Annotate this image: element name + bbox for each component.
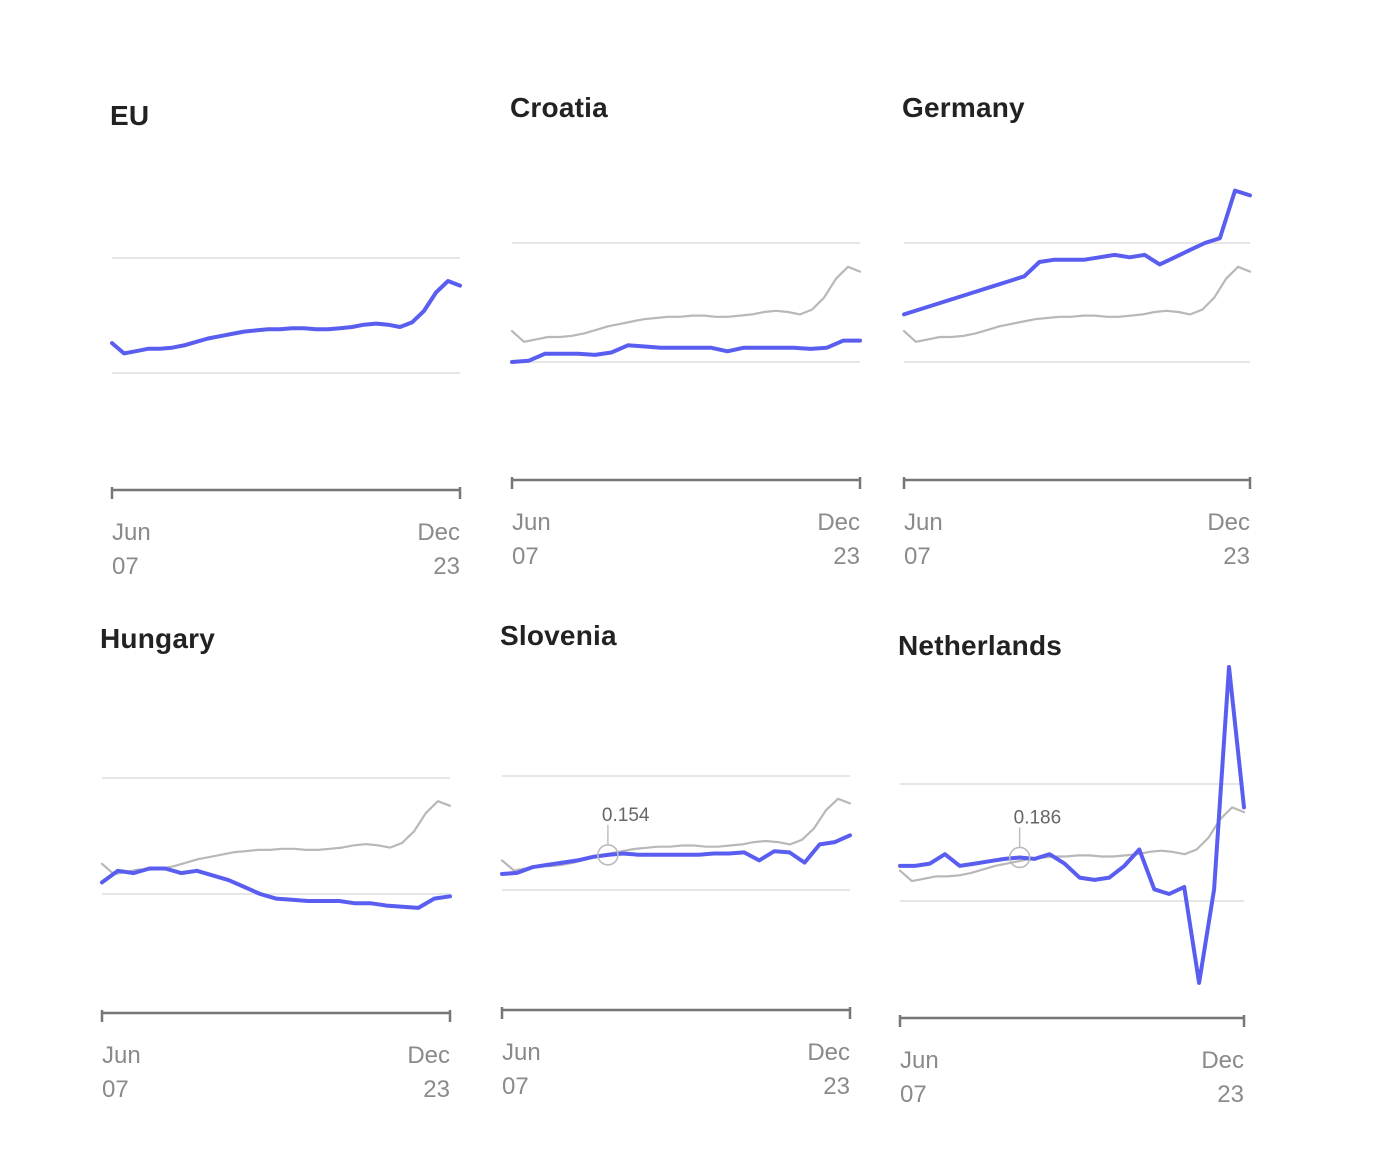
x-tick-label: Jun xyxy=(112,519,151,546)
chart-title: EU xyxy=(110,100,150,131)
eu-reference-line xyxy=(500,797,852,872)
eu-reference-line xyxy=(898,806,1246,883)
chart-svg: Jun 07 Dec 23 xyxy=(110,257,462,580)
country-series-line xyxy=(902,188,1252,317)
chart-panel-eu: EU Jun 07 Dec 23 xyxy=(110,100,490,620)
x-tick-label: Jun xyxy=(900,1047,939,1074)
chart-panel-slovenia: Slovenia 0.154 Jun 07 Dec 23 xyxy=(500,620,880,1140)
x-tick-label: Dec xyxy=(817,509,860,536)
country-series-line xyxy=(100,866,452,910)
x-tick-label: 07 xyxy=(112,553,139,580)
x-tick-label: 07 xyxy=(502,1073,529,1100)
x-tick-label: 07 xyxy=(900,1081,927,1108)
chart-title: Hungary xyxy=(100,623,215,654)
chart-panel-croatia: Croatia Jun 07 Dec 23 xyxy=(510,92,890,612)
chart-svg: Jun 07 Dec 23 xyxy=(902,188,1252,570)
eu-reference-line xyxy=(100,800,452,876)
country-series-line xyxy=(898,665,1246,985)
x-tick-label: Jun xyxy=(502,1039,541,1066)
eu-reference-line xyxy=(510,265,862,343)
chart-title: Germany xyxy=(902,92,1025,123)
chart-svg: 0.154 Jun 07 Dec 23 xyxy=(500,775,852,1100)
x-tick-label: Dec xyxy=(807,1039,850,1066)
annotation-label: 0.186 xyxy=(1014,807,1062,828)
x-tick-label: Dec xyxy=(407,1042,450,1069)
x-tick-label: Jun xyxy=(904,509,943,536)
x-tick-label: Jun xyxy=(102,1042,141,1069)
x-tick-label: Jun xyxy=(512,509,551,536)
chart-svg: 0.186 Jun 07 Dec 23 xyxy=(898,665,1246,1108)
x-tick-label: 23 xyxy=(423,1076,450,1103)
x-tick-label: 23 xyxy=(833,543,860,570)
chart-title: Netherlands xyxy=(898,630,1063,661)
country-series-line xyxy=(500,833,852,876)
x-tick-label: 07 xyxy=(102,1076,129,1103)
x-tick-label: 07 xyxy=(904,543,931,570)
annotation-label: 0.154 xyxy=(602,805,650,826)
chart-svg: Jun 07 Dec 23 xyxy=(510,242,862,570)
chart-svg: Jun 07 Dec 23 xyxy=(100,777,452,1103)
country-series-line xyxy=(110,279,462,356)
chart-title: Croatia xyxy=(510,92,608,123)
x-tick-label: 23 xyxy=(433,553,460,580)
x-tick-label: 07 xyxy=(512,543,539,570)
annotation-marker xyxy=(1008,846,1031,869)
chart-panel-germany: Germany Jun 07 Dec 23 xyxy=(902,92,1282,612)
chart-panel-hungary: Hungary Jun 07 Dec 23 xyxy=(100,623,480,1143)
chart-title: Slovenia xyxy=(500,620,617,651)
chart-panel-netherlands: Netherlands 0.186 Jun 07 Dec 23 xyxy=(898,630,1278,1150)
x-tick-label: 23 xyxy=(1223,543,1250,570)
x-tick-label: 23 xyxy=(1217,1081,1244,1108)
country-series-line xyxy=(510,338,862,364)
x-tick-label: Dec xyxy=(417,519,460,546)
eu-reference-line xyxy=(902,265,1252,343)
x-tick-label: Dec xyxy=(1207,509,1250,536)
x-tick-label: Dec xyxy=(1201,1047,1244,1074)
x-tick-label: 23 xyxy=(823,1073,850,1100)
